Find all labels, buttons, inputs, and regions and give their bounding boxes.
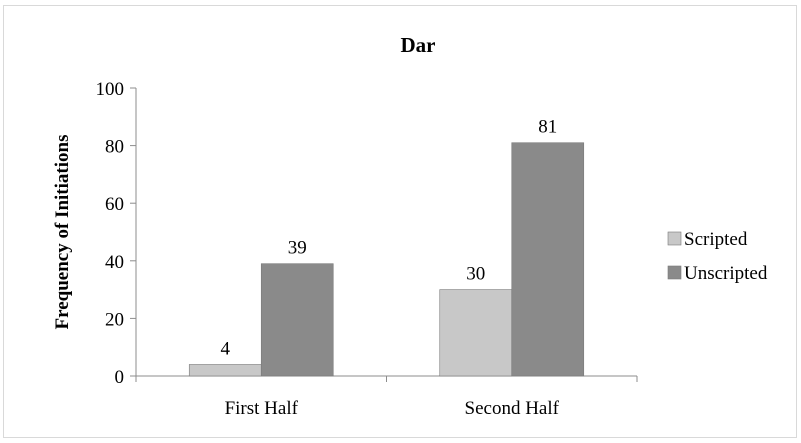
x-axis: First Half Second Half bbox=[135, 375, 638, 419]
legend-label-unscripted: Unscripted bbox=[684, 263, 768, 284]
legend-swatch-unscripted bbox=[667, 265, 682, 280]
chart-title: Dar bbox=[401, 33, 436, 57]
y-axis-label: Frequency of Initiations bbox=[52, 135, 73, 330]
legend-label-scripted: Scripted bbox=[684, 229, 748, 250]
bar-scripted-first-half bbox=[188, 364, 262, 377]
data-label: 39 bbox=[288, 238, 307, 259]
legend: Scripted Unscripted bbox=[667, 229, 768, 284]
legend-swatch-scripted bbox=[667, 231, 682, 246]
y-tick-label: 20 bbox=[105, 309, 124, 330]
chart-frame bbox=[3, 5, 797, 438]
y-axis: 0 20 40 60 80 100 bbox=[96, 79, 137, 388]
y-tick-label: 60 bbox=[105, 194, 124, 215]
x-category-label: First Half bbox=[225, 398, 299, 419]
y-tick-label: 100 bbox=[96, 79, 125, 100]
y-tick-label: 80 bbox=[105, 137, 124, 158]
bars bbox=[188, 142, 585, 377]
data-label: 4 bbox=[221, 338, 231, 359]
x-category-label: Second Half bbox=[465, 398, 560, 419]
data-label: 30 bbox=[466, 264, 485, 285]
data-label: 81 bbox=[538, 117, 557, 138]
data-labels: 4 39 30 81 bbox=[221, 117, 558, 360]
bar-scripted-second-half bbox=[439, 289, 513, 377]
y-tick-label: 40 bbox=[105, 252, 124, 273]
y-tick-label: 0 bbox=[115, 367, 125, 388]
bar-unscripted-second-half bbox=[511, 142, 585, 377]
bar-unscripted-first-half bbox=[260, 263, 334, 377]
